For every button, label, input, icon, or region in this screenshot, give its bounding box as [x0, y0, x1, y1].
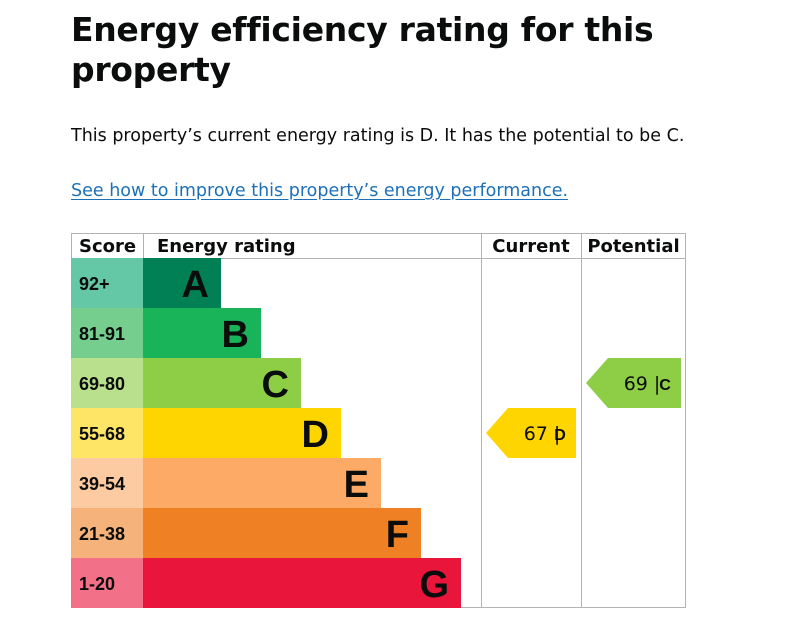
band-row-e: 39-54 E: [71, 458, 381, 508]
band-row-d: 55-68 D: [71, 408, 341, 458]
current-rating-marker-arrow: [486, 408, 576, 458]
score-header: Score: [79, 236, 136, 257]
chart-frame: [71, 233, 686, 608]
score-label: 21-38: [79, 524, 125, 544]
band-letter: C: [262, 364, 289, 406]
score-cell: [71, 358, 143, 408]
band-letter: B: [222, 314, 249, 356]
potential-rating-marker-value: 69 |: [624, 373, 661, 395]
band-letter: F: [386, 514, 409, 556]
energy-rating-header: Energy rating: [157, 236, 296, 257]
potential-rating-marker: 69 |C: [586, 358, 681, 408]
potential-rating-marker-band: C: [659, 377, 671, 394]
band-letter: G: [419, 564, 449, 606]
band-row-a: 92+ A: [71, 258, 221, 308]
band-row-b: 81-91 B: [71, 308, 261, 358]
current-rating-marker-band: D: [554, 427, 566, 444]
score-cell: [71, 508, 143, 558]
band-bar: [143, 258, 221, 308]
score-cell: [71, 258, 143, 308]
potential-rating-marker-arrow: [586, 358, 681, 408]
chart-headers: Score Energy rating Current Potential: [79, 236, 680, 257]
score-label: 69-80: [79, 374, 125, 394]
chart-rows: 92+ A 81-91 B 69-80 C 55-68 D 39-54 E 21-38 F 1-20 G: [71, 258, 461, 608]
band-bar: [143, 358, 301, 408]
band-bar: [143, 308, 261, 358]
band-bar: [143, 458, 381, 508]
current-rating-marker: 67 |D: [486, 408, 576, 458]
band-row-f: 21-38 F: [71, 508, 421, 558]
current-header: Current: [492, 236, 570, 257]
band-bar: [143, 508, 421, 558]
band-letter: E: [344, 464, 369, 506]
score-label: 55-68: [79, 424, 125, 444]
band-row-c: 69-80 C: [71, 358, 301, 408]
current-rating-marker-value: 67 |: [524, 423, 561, 445]
score-cell: [71, 308, 143, 358]
potential-header: Potential: [587, 236, 679, 257]
score-label: 81-91: [79, 324, 125, 344]
score-label: 39-54: [79, 474, 125, 494]
band-row-g: 1-20 G: [71, 558, 461, 608]
band-letter: A: [182, 264, 209, 306]
rating-summary: This property’s current energy rating is…: [71, 126, 685, 146]
score-label: 92+: [79, 274, 110, 294]
score-cell: [71, 408, 143, 458]
band-bar: [143, 558, 461, 608]
page-title: Energy efficiency rating for this proper…: [71, 10, 654, 89]
band-bar: [143, 408, 341, 458]
improve-energy-link[interactable]: See how to improve this property’s energ…: [71, 181, 569, 201]
score-label: 1-20: [79, 574, 115, 594]
chart-markers: 67 |D69 |C: [486, 358, 681, 458]
band-letter: D: [302, 414, 329, 456]
score-cell: [71, 458, 143, 508]
score-cell: [71, 558, 143, 608]
